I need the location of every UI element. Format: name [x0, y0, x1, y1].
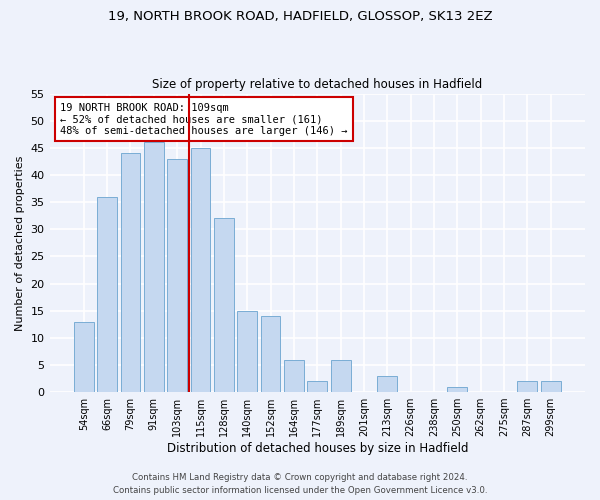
- Bar: [284, 360, 304, 392]
- Bar: [238, 310, 257, 392]
- Bar: [167, 158, 187, 392]
- Y-axis label: Number of detached properties: Number of detached properties: [15, 155, 25, 330]
- Text: 19 NORTH BROOK ROAD: 109sqm
← 52% of detached houses are smaller (161)
48% of se: 19 NORTH BROOK ROAD: 109sqm ← 52% of det…: [60, 102, 348, 136]
- Bar: [74, 322, 94, 392]
- Bar: [517, 381, 538, 392]
- Text: Contains HM Land Registry data © Crown copyright and database right 2024.
Contai: Contains HM Land Registry data © Crown c…: [113, 474, 487, 495]
- Bar: [541, 381, 560, 392]
- Bar: [331, 360, 350, 392]
- Bar: [191, 148, 211, 392]
- Text: 19, NORTH BROOK ROAD, HADFIELD, GLOSSOP, SK13 2EZ: 19, NORTH BROOK ROAD, HADFIELD, GLOSSOP,…: [107, 10, 493, 23]
- Title: Size of property relative to detached houses in Hadfield: Size of property relative to detached ho…: [152, 78, 482, 91]
- Bar: [214, 218, 234, 392]
- X-axis label: Distribution of detached houses by size in Hadfield: Distribution of detached houses by size …: [167, 442, 468, 455]
- Bar: [448, 386, 467, 392]
- Bar: [121, 154, 140, 392]
- Bar: [97, 196, 117, 392]
- Bar: [377, 376, 397, 392]
- Bar: [260, 316, 280, 392]
- Bar: [144, 142, 164, 392]
- Bar: [307, 381, 327, 392]
